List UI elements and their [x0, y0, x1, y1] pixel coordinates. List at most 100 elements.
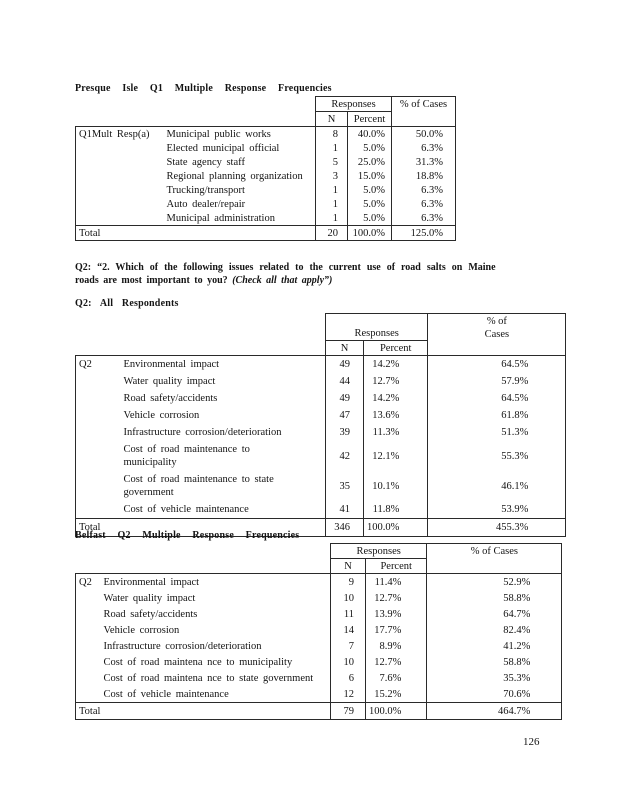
- percent-value: 40.0%: [347, 126, 392, 141]
- item-label: Elected municipal official: [163, 141, 316, 155]
- n-value: 11: [330, 606, 366, 622]
- cases-value: 31.3%: [391, 155, 456, 169]
- n-value: 7: [330, 638, 366, 654]
- table-row: Cost of road maintenance to municipality…: [76, 441, 567, 471]
- item-label: Regional planning organization: [163, 169, 316, 183]
- group-label: Q1Mult Resp(a): [75, 126, 164, 226]
- total-label: Total: [75, 518, 326, 537]
- total-label: Total: [75, 702, 331, 720]
- cases-value: 6.3%: [391, 197, 456, 211]
- question-line-1: Q2: “2. Which of the following issues re…: [75, 262, 496, 273]
- total-row: Total 79 100.0% 464.7%: [75, 702, 563, 720]
- cases-value: 41.2%: [426, 638, 563, 654]
- group-label: Q2: [75, 355, 121, 519]
- cases-value: 82.4%: [426, 622, 563, 638]
- table-row: Water quality impact 10 12.7% 58.8%: [76, 590, 563, 606]
- cases-value: 57.9%: [427, 373, 567, 390]
- cases-value: 6.3%: [391, 141, 456, 155]
- n-value: 1: [315, 211, 348, 226]
- group-label: Q2: [75, 573, 101, 703]
- percent-header: Percent: [364, 558, 428, 574]
- table-row: Q2 Environmental impact 9 11.4% 52.9%: [75, 573, 563, 703]
- item-label: Environmental impact: [120, 355, 326, 373]
- table-row: Q2 Environmental impact 49 14.2% 64.5%: [75, 355, 567, 519]
- table-row: Infrastructure corrosion/deterioration 7 8…: [76, 638, 563, 654]
- table-row: Q1Mult Resp(a) Municipal public works 8 40.…: [75, 126, 456, 226]
- cases-header: % of Cases: [427, 313, 567, 356]
- percent-value: 12.1%: [363, 441, 429, 471]
- total-percent: 100.0%: [347, 225, 392, 241]
- cases-value: 64.7%: [426, 606, 563, 622]
- percent-value: 15.2%: [365, 686, 428, 703]
- item-label: Cost of road maintenance to state govern…: [120, 471, 326, 501]
- item-label: Cost of vehicle maintenance: [120, 501, 326, 519]
- item-label: Municipal public works: [163, 126, 316, 141]
- table-row: Cost of vehicle maintenance 12 15.2% 70.6%: [76, 686, 563, 703]
- n-value: 10: [330, 654, 366, 670]
- percent-value: 25.0%: [347, 155, 392, 169]
- all-respondents-frequency-table: Responses % of Cases N Percent Q2 Environm…: [75, 313, 567, 537]
- cases-value: 35.3%: [426, 670, 563, 686]
- n-value: 3: [315, 169, 348, 183]
- n-value: 49: [325, 390, 364, 407]
- item-label: Road safety/accidents: [100, 606, 331, 622]
- percent-value: 12.7%: [363, 373, 429, 390]
- item-label: Municipal administration: [163, 211, 316, 226]
- question-line-2: roads are most important to you? (Check …: [75, 275, 333, 286]
- corner-cell: [76, 544, 331, 559]
- percent-value: 11.4%: [365, 573, 428, 590]
- item-label: Trucking/transport: [163, 183, 316, 197]
- cases-value: 70.6%: [426, 686, 563, 703]
- total-row: Total 20 100.0% 125.0%: [75, 225, 456, 241]
- percent-value: 14.2%: [363, 390, 429, 407]
- item-label: Auto dealer/repair: [163, 197, 316, 211]
- total-cases: 464.7%: [426, 702, 563, 720]
- percent-value: 10.1%: [363, 471, 429, 501]
- cases-value: 55.3%: [427, 441, 567, 471]
- n-value: 14: [330, 622, 366, 638]
- cases-value: 18.8%: [391, 169, 456, 183]
- table-row: Trucking/transport 1 5.0% 6.3%: [76, 183, 456, 197]
- presque-table-title: Presque Isle Q1 Multiple Response Freque…: [75, 83, 332, 94]
- percent-value: 13.6%: [363, 407, 429, 424]
- responses-header: Responses: [315, 96, 392, 112]
- percent-header: Percent: [347, 111, 392, 127]
- item-label: Water quality impact: [120, 373, 326, 390]
- n-value: 39: [325, 424, 364, 441]
- n-value: 5: [315, 155, 348, 169]
- item-label: Vehicle corrosion: [120, 407, 326, 424]
- percent-value: 17.7%: [365, 622, 428, 638]
- n-header: N: [325, 340, 364, 356]
- item-label: Environmental impact: [100, 573, 331, 590]
- n-value: 42: [325, 441, 364, 471]
- belfast-frequency-table: Responses % of Cases N Percent Q2 Environ…: [75, 543, 563, 720]
- n-value: 47: [325, 407, 364, 424]
- page-number: 126: [523, 736, 540, 748]
- n-value: 41: [325, 501, 364, 519]
- table-row: Regional planning organization 3 15.0% 18.8…: [76, 169, 456, 183]
- responses-header: Responses: [329, 543, 428, 559]
- n-value: 44: [325, 373, 364, 390]
- percent-value: 12.7%: [365, 654, 428, 670]
- belfast-table-title: Belfast Q2 Multiple Response Frequencies: [75, 530, 300, 541]
- n-value: 1: [315, 141, 348, 155]
- total-percent: 100.0%: [365, 702, 428, 720]
- cases-value: 50.0%: [391, 126, 456, 141]
- percent-value: 15.0%: [347, 169, 392, 183]
- table-row: Road safety/accidents 11 13.9% 64.7%: [76, 606, 563, 622]
- table-row: Cost of road maintena nce to state gover…: [76, 670, 563, 686]
- corner-cell: [76, 97, 316, 112]
- table-row: Vehicle corrosion 14 17.7% 82.4%: [76, 622, 563, 638]
- n-value: 9: [330, 573, 366, 590]
- n-value: 6: [330, 670, 366, 686]
- cases-value: 6.3%: [391, 183, 456, 197]
- percent-value: 11.8%: [363, 501, 429, 519]
- percent-value: 7.6%: [365, 670, 428, 686]
- percent-value: 5.0%: [347, 211, 392, 226]
- total-label: Total: [75, 225, 316, 241]
- presque-frequency-table: Responses % of Cases N Percent Q1Mult Re…: [75, 96, 456, 241]
- table-row: Municipal administration 1 5.0% 6.3%: [76, 211, 456, 226]
- corner-cell: [75, 558, 331, 574]
- cases-value: 6.3%: [391, 211, 456, 226]
- total-cases: 125.0%: [391, 225, 456, 241]
